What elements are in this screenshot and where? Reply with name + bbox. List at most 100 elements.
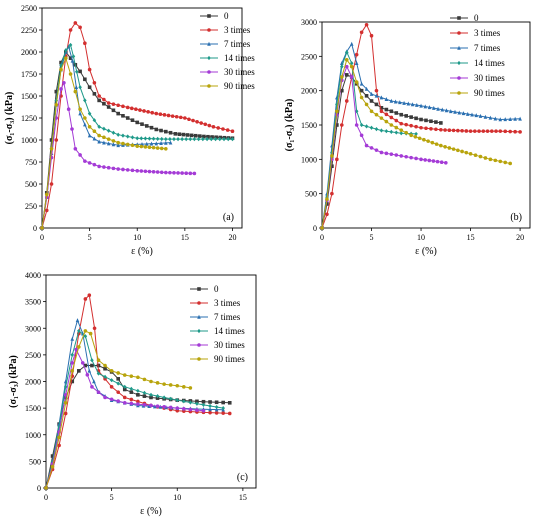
data-point bbox=[142, 394, 147, 398]
legend-marker bbox=[207, 84, 211, 88]
series-5: 90 times bbox=[40, 56, 255, 230]
series-line bbox=[45, 330, 224, 489]
x-tick-label: 15 bbox=[239, 493, 247, 502]
data-point bbox=[180, 171, 184, 175]
series-line bbox=[321, 65, 446, 229]
data-point bbox=[116, 111, 120, 116]
legend-label: 90 times bbox=[224, 81, 255, 91]
data-point bbox=[503, 160, 508, 165]
data-point bbox=[443, 144, 447, 149]
data-point bbox=[116, 377, 120, 381]
data-point bbox=[129, 390, 134, 394]
data-point bbox=[394, 111, 399, 115]
data-point bbox=[325, 212, 329, 217]
series-5: 90 times bbox=[44, 329, 245, 490]
data-point bbox=[154, 111, 159, 116]
legend-label: 7 times bbox=[224, 39, 251, 49]
data-point bbox=[344, 57, 349, 62]
data-point bbox=[188, 386, 193, 390]
data-point bbox=[402, 100, 406, 105]
series-line bbox=[321, 42, 521, 229]
data-point bbox=[136, 388, 140, 393]
data-point bbox=[330, 154, 334, 158]
data-point bbox=[513, 129, 517, 134]
data-point bbox=[130, 118, 135, 122]
series-line bbox=[321, 50, 417, 229]
data-point bbox=[423, 158, 427, 162]
data-point bbox=[103, 363, 107, 368]
data-point bbox=[87, 161, 92, 165]
data-point bbox=[168, 137, 172, 142]
data-point bbox=[225, 128, 230, 132]
y-tick-label: 2500 bbox=[25, 351, 41, 360]
x-axis-label: ε (%) bbox=[415, 246, 437, 257]
y-tick-label: 250 bbox=[25, 202, 37, 211]
data-point bbox=[111, 108, 116, 113]
data-point bbox=[159, 136, 164, 142]
data-point bbox=[144, 141, 149, 146]
data-point bbox=[182, 406, 186, 411]
data-point bbox=[68, 28, 73, 32]
data-point bbox=[404, 154, 408, 159]
data-point bbox=[63, 393, 68, 397]
data-point bbox=[477, 129, 481, 133]
data-point bbox=[384, 107, 389, 112]
data-point bbox=[195, 399, 199, 404]
legend-label: 14 times bbox=[214, 326, 245, 336]
x-tick-label: 10 bbox=[417, 233, 425, 242]
legend-label: 0 bbox=[214, 284, 219, 294]
data-point bbox=[384, 129, 389, 134]
data-point bbox=[414, 124, 418, 129]
legend-marker bbox=[197, 301, 201, 305]
data-point bbox=[374, 112, 379, 117]
data-point bbox=[168, 140, 173, 145]
data-point bbox=[460, 128, 464, 133]
panel-c: 0 5 10 15 0 500 1000 1500 2000 2500 3000 3500 4000 ε … bbox=[8, 271, 257, 517]
data-point bbox=[103, 395, 107, 400]
data-point bbox=[164, 129, 168, 134]
data-point bbox=[188, 400, 193, 405]
y-tick-label: 3000 bbox=[301, 18, 317, 27]
data-point bbox=[359, 30, 364, 35]
data-point bbox=[488, 157, 493, 162]
data-point bbox=[139, 169, 144, 173]
legend-label: 7 times bbox=[214, 312, 241, 322]
data-point bbox=[359, 133, 364, 138]
data-point bbox=[147, 136, 152, 141]
legend-marker bbox=[197, 357, 201, 361]
data-point bbox=[175, 383, 180, 388]
data-point bbox=[379, 116, 384, 120]
data-point bbox=[201, 399, 206, 404]
data-point bbox=[44, 192, 49, 197]
data-point bbox=[168, 130, 173, 135]
data-point bbox=[485, 129, 490, 133]
data-point bbox=[63, 401, 68, 405]
series-2: 7 times bbox=[40, 39, 251, 230]
data-point bbox=[435, 159, 440, 164]
data-point bbox=[431, 105, 436, 110]
data-point bbox=[40, 226, 44, 230]
data-point bbox=[146, 110, 150, 114]
data-point bbox=[151, 136, 156, 141]
data-point bbox=[62, 81, 66, 85]
data-point bbox=[389, 109, 394, 114]
data-point bbox=[211, 125, 216, 129]
data-point bbox=[369, 109, 374, 114]
data-point bbox=[473, 129, 477, 133]
data-point bbox=[175, 406, 180, 410]
data-point bbox=[168, 383, 173, 387]
data-point bbox=[439, 128, 443, 132]
data-point bbox=[335, 109, 339, 114]
data-point bbox=[83, 98, 87, 103]
series-0: 0 bbox=[320, 13, 479, 230]
y-tick-label: 750 bbox=[25, 158, 37, 167]
data-point bbox=[68, 42, 73, 48]
data-point bbox=[457, 110, 462, 115]
data-point bbox=[518, 130, 522, 134]
data-point bbox=[130, 143, 135, 148]
data-point bbox=[111, 139, 116, 143]
data-point bbox=[162, 113, 167, 117]
legend-marker bbox=[457, 91, 461, 95]
x-tick-label: 5 bbox=[370, 233, 374, 242]
data-point bbox=[88, 331, 93, 336]
